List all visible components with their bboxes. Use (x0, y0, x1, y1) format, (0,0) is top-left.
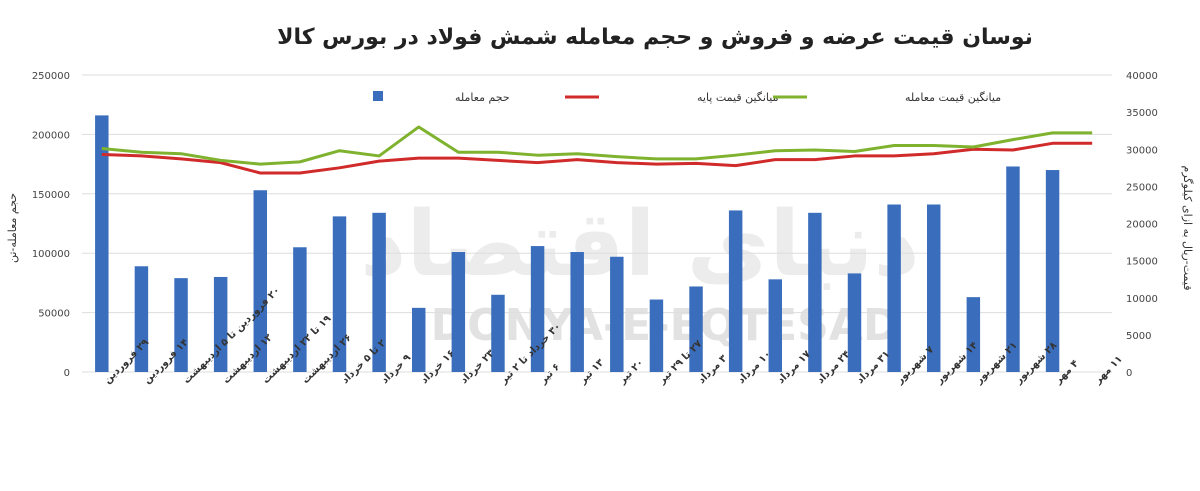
bar (887, 204, 901, 372)
legend-label: حجم معامله (455, 91, 510, 104)
bar (808, 212, 822, 372)
bar (134, 266, 149, 372)
y-right-tick-label: 0 (1126, 368, 1132, 379)
legend-item: میانگین قیمت معامله (773, 91, 1001, 104)
y-axis-right: 0 5000 10000 15000 20000 25000 30000 35000 40000 (1126, 71, 1158, 379)
y-left-tick-label: 50000 (38, 309, 70, 320)
y-right-tick-label: 35000 (1126, 108, 1158, 119)
bar (372, 212, 386, 372)
chart-title: نوسان قیمت عرضه و فروش و حجم معامله شمش … (277, 25, 1033, 50)
bar (570, 252, 584, 372)
bar (1045, 170, 1060, 372)
lines (101, 125, 1093, 175)
series-line (101, 125, 1093, 166)
y-right-tick-label: 25000 (1126, 182, 1158, 193)
y-left-tick-label: 150000 (32, 190, 70, 201)
bar (174, 278, 188, 372)
bar (411, 307, 426, 372)
bar (451, 252, 466, 372)
y-right-tick-label: 20000 (1126, 220, 1158, 231)
bar (689, 286, 703, 372)
legend-item: حجم معامله (373, 91, 510, 104)
legend-swatch (373, 91, 383, 101)
bar (95, 115, 109, 372)
bar (966, 297, 981, 372)
series-line (101, 141, 1093, 175)
bar (491, 294, 505, 372)
bar (293, 247, 307, 372)
bar (253, 190, 268, 372)
bars (95, 115, 1060, 372)
y-left-tick-label: 0 (64, 368, 70, 379)
bar (926, 204, 941, 372)
bar (1006, 166, 1020, 372)
bar (332, 216, 347, 372)
x-tick-label: ۱۱ مهر (1092, 354, 1125, 387)
y-right-tick-label: 30000 (1126, 145, 1158, 156)
bar (847, 273, 862, 372)
watermark: دنیای اقتصاد DONYA-E-EQTESAD (360, 192, 920, 351)
y-left-tick-label: 200000 (32, 130, 70, 141)
y-left-tick-label: 250000 (32, 71, 70, 82)
y-left-tick-label: 100000 (32, 249, 70, 260)
y-right-tick-label: 15000 (1126, 257, 1158, 268)
legend-label: میانگین قیمت پایه (697, 91, 779, 104)
y-right-tick-label: 5000 (1126, 331, 1151, 342)
y-axis-left-title: حجم معامله-تن (6, 193, 19, 263)
y-right-tick-label: 10000 (1126, 294, 1158, 305)
bar (649, 299, 664, 372)
y-right-tick-label: 40000 (1126, 71, 1158, 82)
y-axis-left: 0 50000 100000 150000 200000 250000 (32, 71, 70, 379)
y-axis-right-title: قیمت-ریال به ازای کیلوگرم (1181, 166, 1194, 291)
legend-item: میانگین قیمت پایه (565, 91, 779, 104)
bar (213, 276, 228, 372)
bar (728, 210, 743, 372)
watermark-persian: دنیای اقتصاد (360, 192, 920, 297)
bar (610, 256, 624, 372)
legend: حجم معامله میانگین قیمت پایه میانگین قیمت … (373, 91, 1001, 104)
bar (530, 246, 545, 372)
bar (768, 279, 783, 372)
legend-label: میانگین قیمت معامله (905, 91, 1001, 104)
